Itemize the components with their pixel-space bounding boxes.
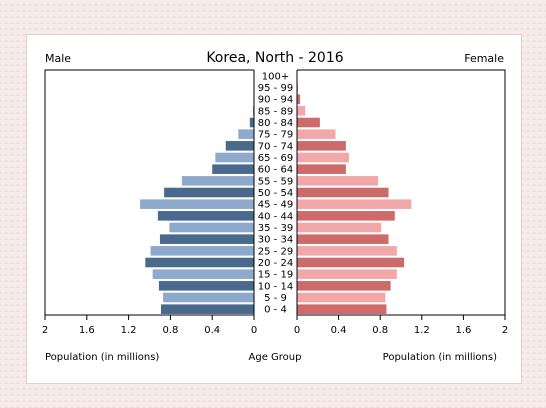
age-group-label: 20 - 24 <box>258 258 293 269</box>
male-bar-17 <box>252 106 254 116</box>
age-group-label: 60 - 64 <box>258 165 293 176</box>
chart-title: Korea, North - 2016 <box>206 50 343 66</box>
age-group-label: 10 - 14 <box>258 281 293 292</box>
female-bar-1 <box>297 292 386 303</box>
male-bar-6 <box>159 234 254 244</box>
female-bar-17 <box>297 106 306 116</box>
female-side-label: Female <box>464 52 504 65</box>
female-bar-9 <box>297 199 412 209</box>
female-bar-16 <box>297 117 320 128</box>
age-group-label: 0 - 4 <box>264 305 287 316</box>
age-group-label: 100+ <box>262 71 289 82</box>
female-bar-7 <box>297 222 382 233</box>
age-group-label: 80 - 84 <box>258 118 293 129</box>
x-tick-label-right: 0.4 <box>331 325 347 336</box>
x-tick-label-left: 2 <box>42 325 48 336</box>
age-group-label: 85 - 89 <box>258 106 293 117</box>
x-tick-label-right: 2 <box>502 325 508 336</box>
x-tick-label-left: 1.2 <box>121 325 137 336</box>
male-bar-1 <box>163 292 254 303</box>
bars-group <box>140 82 412 314</box>
x-tick-label-left: 0.8 <box>162 325 178 336</box>
male-bar-10 <box>164 187 254 198</box>
x-tick-label-left: 1.6 <box>79 325 95 336</box>
female-bar-19 <box>297 82 299 93</box>
male-bar-9 <box>140 199 254 209</box>
female-bar-2 <box>297 281 391 291</box>
female-bar-5 <box>297 246 397 256</box>
x-axis-label-center: Age Group <box>249 352 302 363</box>
x-tick-label-right: 1.2 <box>414 325 430 336</box>
age-group-label: 35 - 39 <box>258 223 293 234</box>
population-pyramid-chart: Korea, North - 2016 Male Female 0 - 45 -… <box>42 50 508 363</box>
female-bar-0 <box>297 304 387 314</box>
female-bar-14 <box>297 141 346 151</box>
male-bar-3 <box>152 269 254 279</box>
age-group-label: 40 - 44 <box>258 211 293 222</box>
age-group-label: 90 - 94 <box>258 95 293 106</box>
age-group-label: 55 - 59 <box>258 176 293 187</box>
female-bar-10 <box>297 187 389 198</box>
female-bar-15 <box>297 129 336 139</box>
female-bar-18 <box>297 94 301 104</box>
age-group-label: 75 - 79 <box>258 130 293 141</box>
age-group-label: 25 - 29 <box>258 246 293 257</box>
age-group-label: 15 - 19 <box>258 270 293 281</box>
female-bar-13 <box>297 152 349 163</box>
male-bar-11 <box>181 176 254 186</box>
male-bar-13 <box>215 152 254 163</box>
x-tick-label-right: 0.8 <box>372 325 388 336</box>
male-bar-0 <box>160 304 254 314</box>
age-group-label: 70 - 74 <box>258 141 293 152</box>
male-bar-5 <box>150 246 254 256</box>
age-group-label: 5 - 9 <box>264 293 287 304</box>
female-bar-8 <box>297 211 395 221</box>
male-side-label: Male <box>45 52 71 65</box>
female-bar-4 <box>297 257 405 268</box>
male-bar-2 <box>158 281 254 291</box>
age-group-label: 45 - 49 <box>258 200 293 211</box>
female-bar-6 <box>297 234 389 244</box>
x-axis-label-right: Population (in millions) <box>383 352 497 363</box>
female-bar-3 <box>297 269 397 279</box>
x-tick-label-left: 0 <box>251 325 257 336</box>
male-bar-15 <box>238 129 254 139</box>
x-tick-label-left: 0.4 <box>204 325 220 336</box>
x-axis-label-left: Population (in millions) <box>45 352 159 363</box>
male-bar-14 <box>225 141 254 151</box>
female-bar-12 <box>297 164 346 174</box>
age-group-label: 65 - 69 <box>258 153 293 164</box>
male-bar-16 <box>249 117 254 128</box>
x-tick-label-right: 0 <box>294 325 300 336</box>
male-bar-4 <box>145 257 254 268</box>
ticks-group: 2 0 1.6 0.4 1.2 0.8 0.8 1.2 0.4 1.6 0 2 <box>42 315 508 336</box>
male-bar-8 <box>157 211 254 221</box>
female-bar-11 <box>297 176 379 186</box>
age-group-label: 30 - 34 <box>258 235 293 246</box>
age-group-label: 50 - 54 <box>258 188 293 199</box>
age-group-label: 95 - 99 <box>258 83 293 94</box>
male-bar-12 <box>212 164 254 174</box>
male-bar-7 <box>169 222 254 233</box>
x-tick-label-right: 1.6 <box>455 325 471 336</box>
